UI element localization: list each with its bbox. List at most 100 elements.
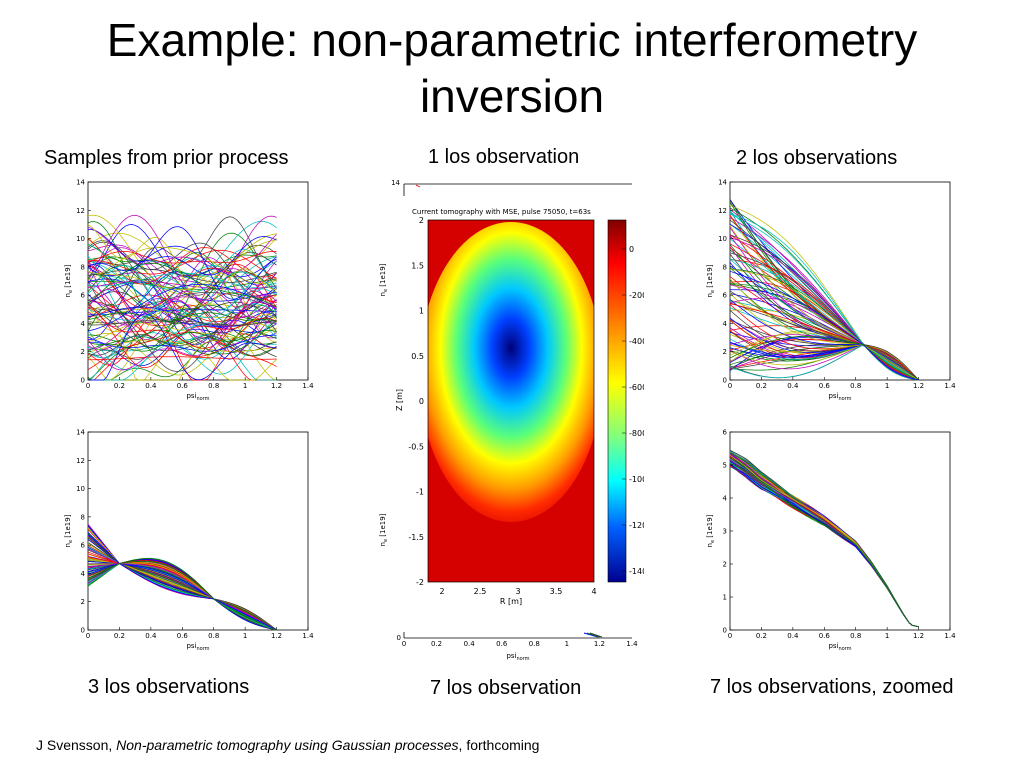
y-tick-label: 14 xyxy=(76,179,85,187)
y-axis-label: ne [1e19] xyxy=(64,514,74,547)
sample-curve xyxy=(87,332,277,345)
sample-curve-fragment xyxy=(415,184,421,188)
sample-curve xyxy=(87,256,277,326)
sample-curve xyxy=(87,214,277,301)
sample-curve xyxy=(87,262,277,308)
tomography-y-tick-label: 0 xyxy=(419,397,424,406)
plot-prior: 0 0.2 0.4 0.6 0.8 1 1.2 1.4 0 2 4 6 8 10 12 14 psinorm ne… xyxy=(64,179,314,403)
caption-two-los: 2 los observations xyxy=(736,147,898,169)
sample-curve xyxy=(87,229,277,276)
sample-curve xyxy=(729,244,919,381)
colorbar-tick-label: -600 xyxy=(629,383,644,392)
x-tick-label: 0.8 xyxy=(850,632,861,640)
footer-suffix: , forthcoming xyxy=(458,737,540,753)
sample-curve xyxy=(87,304,277,381)
colorbar-tick-label: -1200 xyxy=(629,521,644,530)
x-tick-label: 1.4 xyxy=(302,382,314,390)
y-tick-label: 5 xyxy=(723,462,727,470)
strip-x-tick-label: 1.2 xyxy=(594,640,605,648)
x-tick-label: 1.4 xyxy=(944,382,956,390)
y-tick-label: 6 xyxy=(723,429,728,437)
x-tick-label: 1 xyxy=(885,382,889,390)
y-tick-label: 14 xyxy=(76,429,85,437)
sample-curve xyxy=(87,279,277,358)
sample-curve xyxy=(729,236,919,381)
sample-curve xyxy=(729,302,919,381)
y-tick-label: 12 xyxy=(718,207,727,215)
x-tick-label: 0 xyxy=(86,632,90,640)
y-tick-label: 4 xyxy=(723,320,728,328)
sample-curve xyxy=(87,312,277,322)
plot-frame xyxy=(729,181,951,381)
sample-curve xyxy=(729,310,919,381)
sample-curve xyxy=(729,234,919,381)
y-tick-label: 0 xyxy=(81,627,85,635)
sample-curve xyxy=(87,560,277,631)
sample-curve xyxy=(729,253,919,381)
x-tick-label: 1.2 xyxy=(913,632,924,640)
y-axis-label: ne [1e19] xyxy=(64,264,74,297)
x-tick-label: 1.4 xyxy=(944,632,956,640)
strip-y-tick-label: 0 xyxy=(397,634,401,642)
tomography-y-tick-label: -2 xyxy=(416,578,424,587)
sample-curve xyxy=(87,303,277,349)
sample-curve xyxy=(729,336,919,381)
sample-curve xyxy=(87,306,277,381)
x-axis-label: psinorm xyxy=(186,642,209,652)
y-tick-label: 8 xyxy=(723,263,727,271)
y-tick-label: 2 xyxy=(723,348,727,356)
y-tick-label: 2 xyxy=(723,561,727,569)
y-tick-label: 4 xyxy=(81,320,86,328)
y-tick-label: 12 xyxy=(76,207,85,215)
tomography-x-tick-label: 3 xyxy=(515,587,520,596)
y-tick-label: 0 xyxy=(81,377,85,385)
sample-curve xyxy=(729,457,919,628)
strip-curve-fragment xyxy=(583,632,599,638)
y-tick-label: 10 xyxy=(76,485,85,493)
x-tick-label: 0.2 xyxy=(114,382,125,390)
strip-x-tick-label: 0.4 xyxy=(464,640,476,648)
underlying-y-axis-label: ne [1e19] xyxy=(379,263,389,296)
sample-curves xyxy=(87,214,277,381)
strip-x-tick-label: 0 xyxy=(402,640,406,648)
x-tick-label: 0.6 xyxy=(819,382,831,390)
plot-frame xyxy=(87,431,309,631)
sample-curve xyxy=(87,278,277,333)
caption-prior: Samples from prior process xyxy=(44,147,289,169)
sample-curve xyxy=(87,277,277,349)
x-tick-label: 1.2 xyxy=(913,382,924,390)
x-tick-label: 0 xyxy=(728,632,732,640)
x-tick-label: 0.2 xyxy=(114,632,125,640)
sample-curve xyxy=(87,271,277,343)
sample-curve xyxy=(87,224,277,306)
x-tick-label: 0.8 xyxy=(208,382,219,390)
x-tick-label: 0.6 xyxy=(819,632,831,640)
tomography-y-tick-label: -1.5 xyxy=(408,533,424,542)
sample-curve xyxy=(729,345,919,381)
sample-curve xyxy=(87,265,277,355)
y-tick-label: 12 xyxy=(76,457,85,465)
sample-curve xyxy=(87,261,277,339)
strip-curve-fragment xyxy=(586,632,601,638)
sample-curve xyxy=(87,216,277,307)
plot-three-los: 0 0.2 0.4 0.6 0.8 1 1.2 1.4 0 2 4 6 8 10 12 14 psinorm ne… xyxy=(64,429,314,653)
sample-curve xyxy=(87,244,277,318)
y-tick-label: 1 xyxy=(723,594,727,602)
sample-curve xyxy=(729,304,919,381)
x-tick-label: 1 xyxy=(243,632,247,640)
sample-curve xyxy=(87,239,277,291)
sample-curve xyxy=(729,258,919,381)
sample-curve xyxy=(729,258,919,381)
tomography-heatmap xyxy=(428,220,594,582)
y-tick-label: 3 xyxy=(723,528,727,536)
x-tick-label: 0.4 xyxy=(787,632,799,640)
y-tick-label: 10 xyxy=(718,235,727,243)
x-tick-label: 1.2 xyxy=(271,382,282,390)
sample-curve xyxy=(87,334,277,357)
sample-curve xyxy=(87,319,277,326)
sample-curve xyxy=(87,226,277,300)
plot-seven-zoomed: 0 0.2 0.4 0.6 0.8 1 1.2 1.4 0 1 2 3 4 5 6 psinorm ne [1e… xyxy=(706,429,956,653)
strip-x-tick-label: 0.2 xyxy=(431,640,442,648)
